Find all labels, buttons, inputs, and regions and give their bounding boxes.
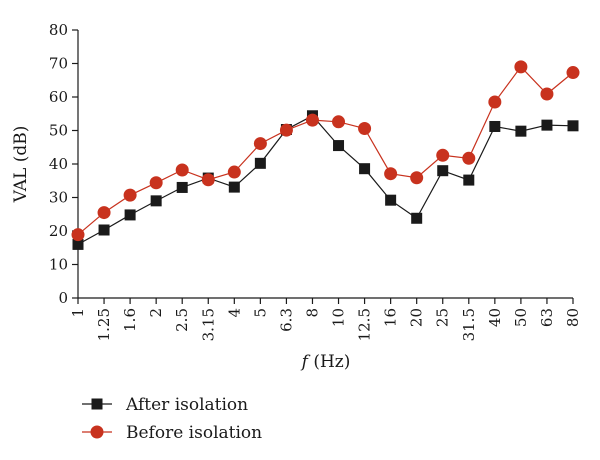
- x-tick-label: 50: [512, 308, 530, 327]
- legend-label-before: Before isolation: [126, 423, 262, 443]
- data-point-after-isolation: [72, 238, 84, 250]
- x-tick-label: 31.5: [460, 308, 478, 341]
- y-axis-label: VAL (dB): [11, 126, 31, 204]
- x-tick-label: 3.15: [199, 308, 217, 341]
- series-layer: [71, 60, 580, 250]
- data-point-after-isolation: [124, 209, 136, 221]
- data-point-after-isolation: [333, 140, 345, 152]
- series-line-1: [77, 65, 574, 236]
- x-axis-label-variable: f: [300, 352, 311, 372]
- x-tick-label: 2: [147, 308, 165, 318]
- x-tick-label: 80: [564, 308, 582, 327]
- data-point-after-isolation: [567, 120, 579, 132]
- y-tick-label: 0: [58, 289, 68, 307]
- data-point-before-isolation: [384, 167, 398, 181]
- data-point-before-isolation: [332, 115, 346, 129]
- legend: After isolation Before isolation: [82, 395, 262, 443]
- legend-entry-after: After isolation: [82, 395, 248, 415]
- data-point-before-isolation: [566, 66, 580, 80]
- y-tick-label: 50: [49, 122, 68, 140]
- data-point-before-isolation: [71, 228, 85, 242]
- data-point-before-isolation: [462, 151, 476, 165]
- data-point-after-isolation: [98, 224, 110, 236]
- legend-label-after: After isolation: [125, 395, 248, 415]
- x-tick-label: 8: [303, 308, 321, 318]
- x-tick-label: 10: [330, 308, 348, 327]
- x-tick-label: 25: [434, 308, 452, 327]
- x-ticks: 1 1.25 1.6 2 2.5 3.15 4 5 6.3 8 10 12.5 16 20 25 31.5 40…: [69, 298, 582, 341]
- x-tick-label: 2.5: [173, 308, 191, 332]
- x-tick-label: 40: [486, 308, 504, 327]
- data-point-after-isolation: [515, 125, 527, 137]
- data-point-before-isolation: [123, 188, 137, 202]
- x-tick-label: 1.25: [95, 308, 113, 341]
- data-point-before-isolation: [305, 113, 319, 127]
- legend-marker-square: [91, 398, 103, 410]
- y-tick-label: 70: [49, 55, 68, 73]
- data-point-before-isolation: [279, 123, 293, 137]
- data-point-before-isolation: [149, 176, 163, 190]
- data-point-before-isolation: [253, 137, 267, 151]
- data-point-before-isolation: [97, 206, 111, 220]
- data-point-before-isolation: [540, 87, 554, 101]
- data-point-before-isolation: [488, 95, 502, 109]
- data-point-after-isolation: [463, 174, 475, 186]
- y-tick-label: 40: [49, 155, 68, 173]
- x-tick-label: 5: [251, 308, 269, 318]
- y-tick-label: 80: [49, 21, 68, 39]
- data-point-before-isolation: [436, 148, 450, 162]
- data-point-after-isolation: [228, 181, 240, 193]
- axes: [77, 30, 573, 299]
- data-point-after-isolation: [359, 163, 371, 175]
- x-tick-label: 16: [382, 308, 400, 327]
- x-tick-label: 6.3: [277, 308, 295, 332]
- data-point-after-isolation: [176, 181, 188, 193]
- data-point-after-isolation: [437, 165, 449, 177]
- data-point-before-isolation: [201, 173, 215, 187]
- x-tick-label: 1: [69, 308, 87, 318]
- data-point-before-isolation: [175, 163, 189, 177]
- data-point-after-isolation: [541, 119, 553, 131]
- x-tick-label: 1.6: [121, 308, 139, 332]
- x-tick-label: 4: [225, 308, 243, 318]
- data-point-before-isolation: [227, 165, 241, 179]
- x-tick-label: 12.5: [356, 308, 374, 341]
- x-tick-label: 20: [408, 308, 426, 327]
- y-tick-label: 20: [49, 222, 68, 240]
- x-axis-label-unit: (Hz): [308, 352, 350, 372]
- y-ticks: 0 10 20 30 40 50 60 70 80: [49, 21, 78, 307]
- y-tick-label: 60: [49, 88, 68, 106]
- x-axis-label: f (Hz): [300, 352, 351, 372]
- y-tick-label: 30: [49, 189, 68, 207]
- data-point-after-isolation: [411, 212, 423, 224]
- data-point-after-isolation: [385, 194, 397, 206]
- legend-entry-before: Before isolation: [82, 423, 262, 443]
- y-tick-label: 10: [49, 256, 68, 274]
- data-point-before-isolation: [358, 121, 372, 135]
- legend-marker-circle: [90, 425, 104, 439]
- data-point-before-isolation: [410, 171, 424, 185]
- data-point-before-isolation: [514, 60, 528, 74]
- data-point-after-isolation: [489, 120, 501, 132]
- data-point-after-isolation: [150, 195, 162, 207]
- x-tick-label: 63: [538, 308, 556, 327]
- data-point-after-isolation: [254, 157, 266, 169]
